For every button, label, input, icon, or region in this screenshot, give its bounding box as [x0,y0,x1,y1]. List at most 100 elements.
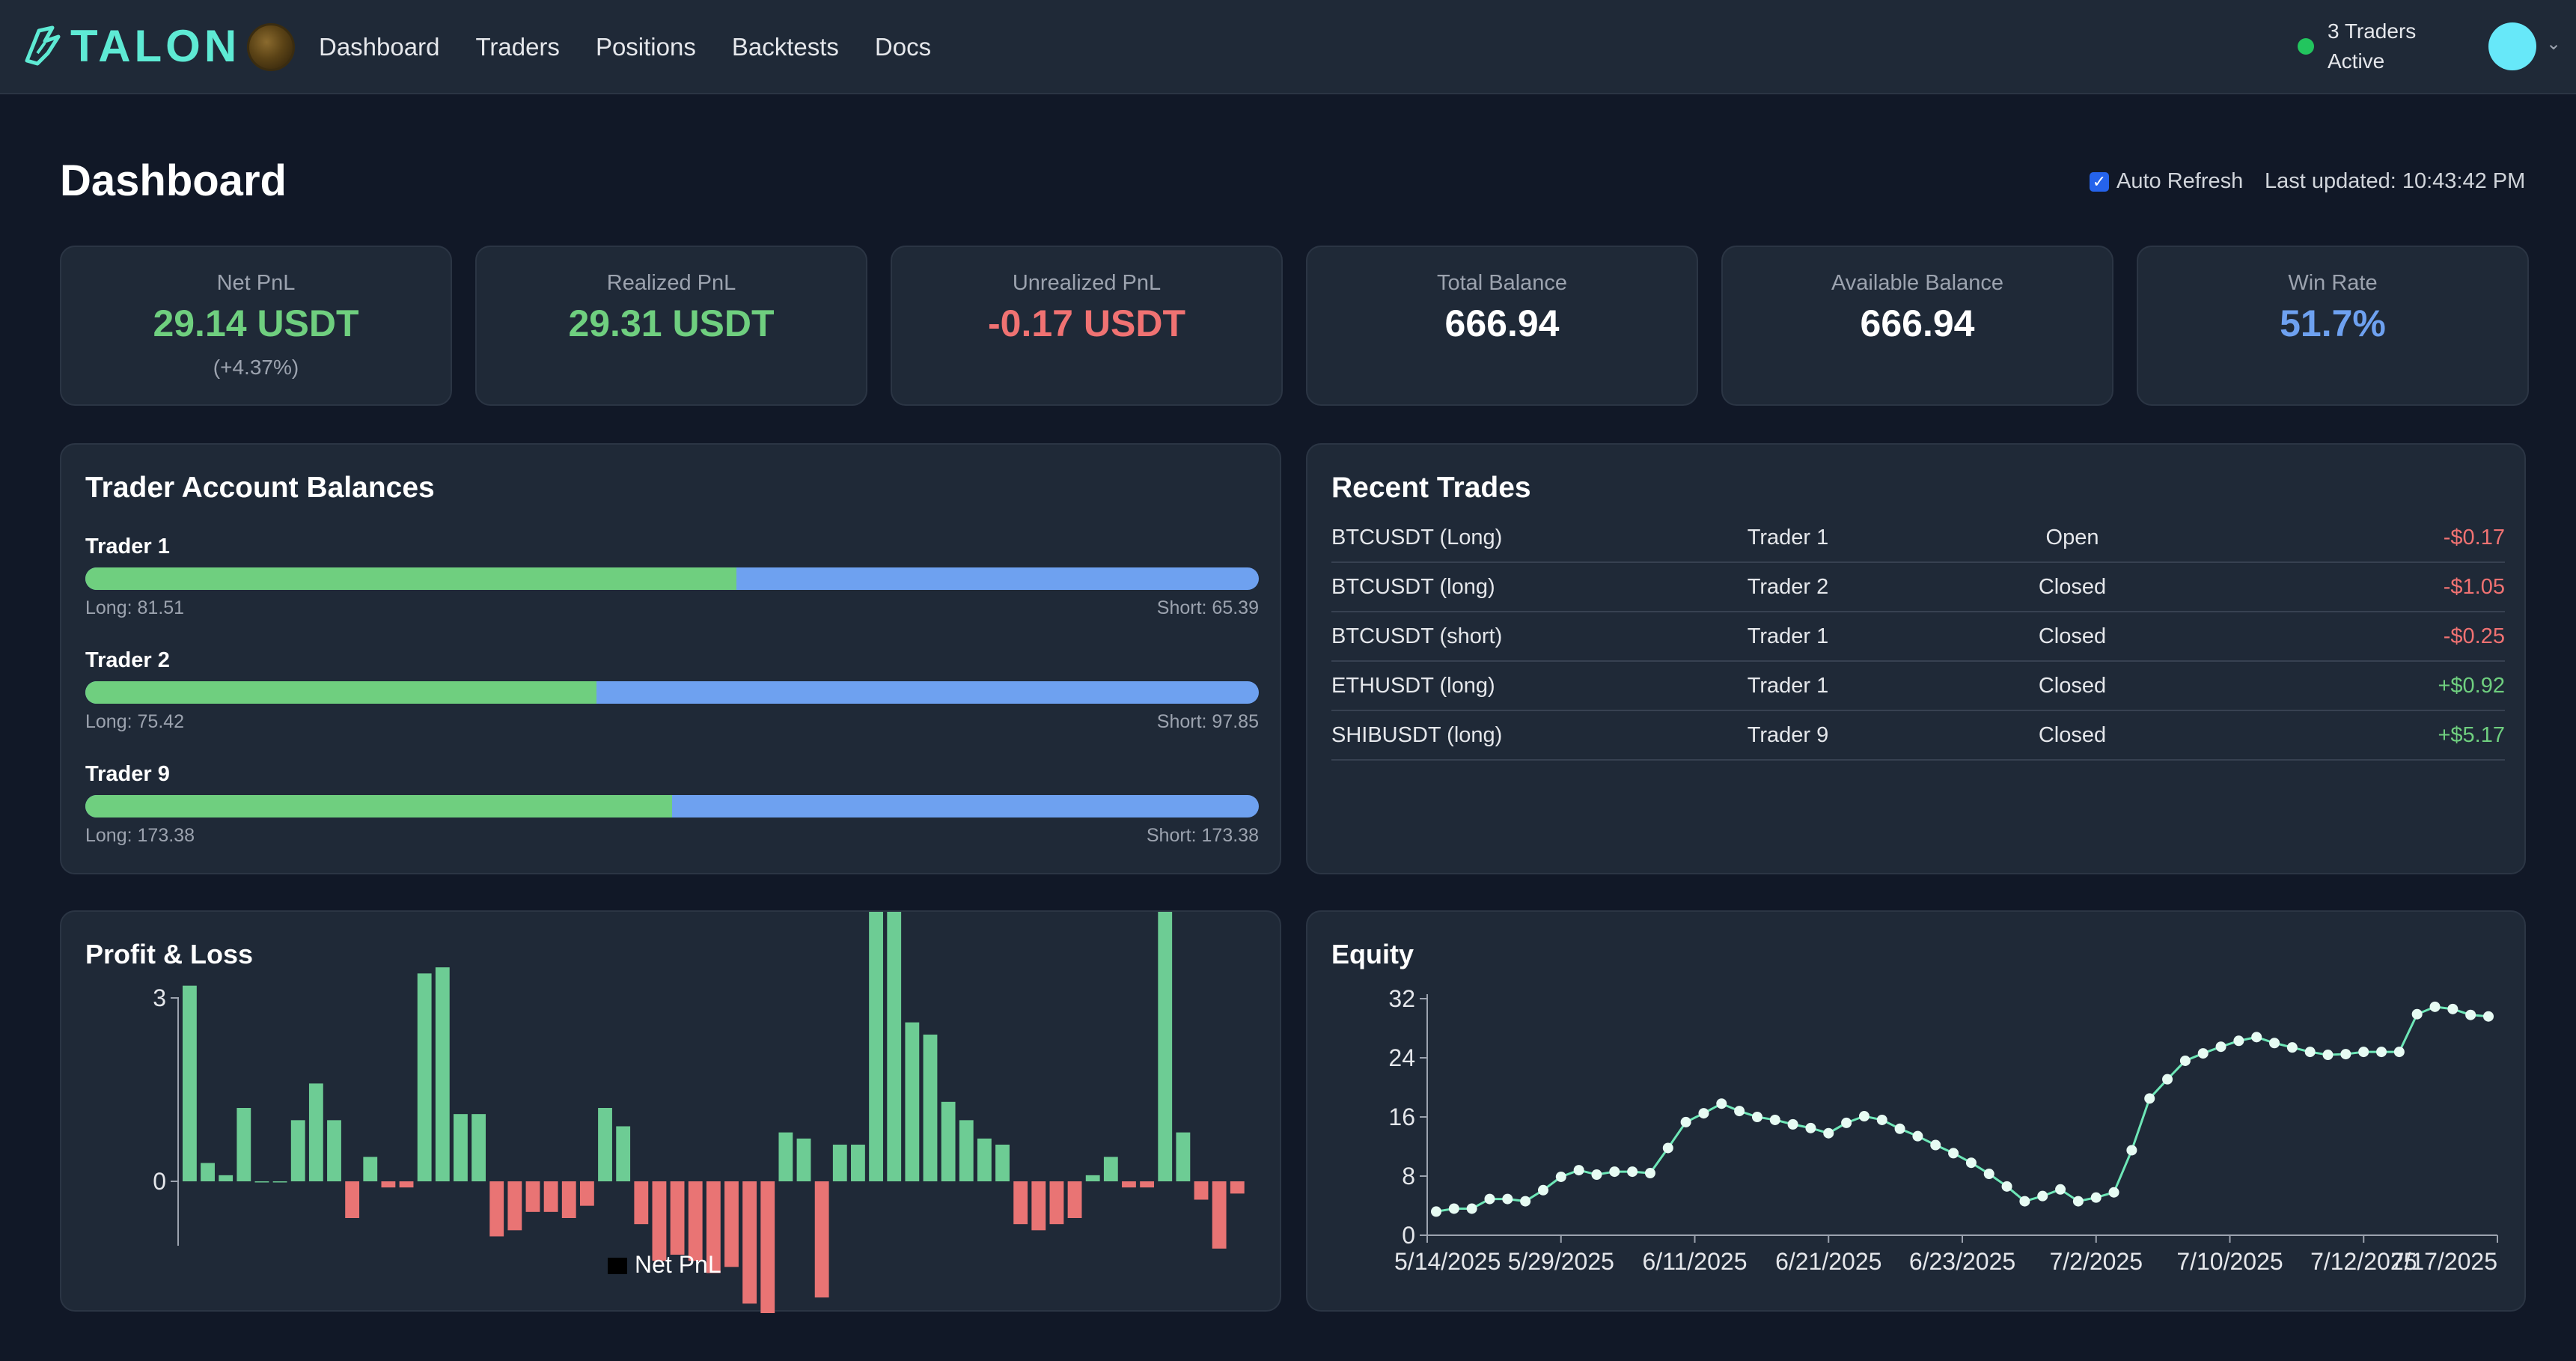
main-nav: Dashboard Traders Positions Backtests Do… [319,28,931,66]
table-row[interactable]: BTCUSDT (short) Trader 1 Closed -$0.25 [1331,612,2505,662]
stat-value: 666.94 [1444,302,1560,344]
trader-balances-panel: Trader Account Balances Trader 1 Long: 8… [60,443,1281,874]
equity-point [1573,1165,1584,1176]
pnl-bar [1176,1132,1191,1181]
stat-label: Net PnL [216,271,296,295]
balance-bar [85,795,1259,817]
equity-point [2447,1003,2459,1014]
coin-badge-icon [247,23,295,71]
pnl-bar [363,1157,378,1181]
equity-point [1823,1127,1834,1139]
short-label: Short: 97.85 [1156,711,1259,732]
pnl-bar [869,912,883,1181]
trader-name: Trader 2 [85,648,170,672]
trade-status: Closed [2038,722,2107,747]
pnl-bar [1122,1181,1136,1188]
balance-bar-long [85,567,737,590]
trade-status: Open [2045,525,2099,549]
trade-symbol: ETHUSDT (long) [1331,673,1495,698]
equity-point [1520,1196,1531,1207]
equity-point [2376,1047,2387,1058]
equity-point [2269,1038,2280,1049]
nav-link-backtests[interactable]: Backtests [731,33,839,61]
equity-point [2001,1181,2012,1192]
equity-chart[interactable]: 32 24 16 8 05/14/2025 5/29/2025 6/11/2025 6/21/… [1307,912,2527,1313]
stat-card-realized-pnl: Realized PnL 29.31 USDT [475,246,867,406]
brand-logo[interactable]: TALON [22,21,240,71]
chevron-down-icon[interactable]: ⌄ [2546,34,2562,54]
equity-point [2483,1011,2494,1022]
equity-point [1591,1169,1602,1181]
equity-point [1912,1130,1923,1142]
trader-balance-row: Trader 1 Long: 81.51 Short: 65.39 [85,535,1259,619]
pnl-bar [525,1181,540,1212]
equity-point [2197,1048,2209,1059]
equity-point [2393,1047,2405,1058]
trade-status: Closed [2038,574,2107,599]
equity-point [2233,1035,2244,1047]
nav-link-positions[interactable]: Positions [595,33,696,61]
trade-trader: Trader 9 [1747,722,1829,747]
nav-link-traders[interactable]: Traders [475,33,560,61]
avatar[interactable] [2488,22,2536,70]
equity-point [1609,1166,1620,1178]
stat-value: 29.14 USDT [153,302,359,344]
equity-point [1965,1157,1977,1169]
equity-point [2162,1074,2173,1085]
pnl-bar [1158,912,1173,1181]
pnl-bar [724,1181,739,1267]
pnl-bar [814,1181,829,1298]
equity-point [1431,1206,1441,1217]
table-row[interactable]: BTCUSDT (long) Trader 2 Closed -$1.05 [1331,563,2505,612]
pnl-bar [760,1181,775,1313]
chart-legend[interactable]: Net PnL [608,1251,721,1278]
auto-refresh-checkbox[interactable]: ✓ [2090,171,2109,192]
profit-loss-chart[interactable]: 9630-3 Net PnL [61,912,1283,1313]
equity-point [2090,1192,2102,1203]
stat-card-win-rate: Win Rate 51.7% [2137,246,2529,406]
pnl-bar [1067,1181,1082,1219]
stat-label: Unrealized PnL [1012,271,1162,295]
equity-point [2126,1145,2137,1156]
x-tick-label: 7/2/2025 [2049,1248,2143,1275]
auto-refresh-toggle[interactable]: ✓ Auto Refresh [2090,169,2243,194]
trade-trader: Trader 1 [1747,624,1829,648]
nav-link-dashboard[interactable]: Dashboard [319,33,440,61]
pnl-bar [598,1107,612,1181]
equity-point [1644,1168,1655,1179]
pnl-bar [454,1114,468,1181]
x-tick-label: 7/10/2025 [2176,1248,2283,1275]
equity-point [1698,1108,1709,1119]
pnl-bar [254,1181,269,1183]
equity-point [2358,1047,2369,1058]
stat-label: Total Balance [1436,271,1568,295]
equity-point [1805,1122,1816,1133]
short-label: Short: 65.39 [1156,597,1259,618]
pnl-bar [1103,1157,1118,1181]
legend-label: Net PnL [635,1251,721,1278]
pnl-bar [851,1144,865,1181]
trade-symbol: SHIBUSDT (long) [1331,722,1503,747]
pnl-bar [923,1034,938,1181]
pnl-bar [579,1181,594,1206]
trader-balance-row: Trader 9 Long: 173.38 Short: 173.38 [85,762,1259,847]
nav-link-docs[interactable]: Docs [874,33,932,61]
status-dot-icon [2298,38,2314,55]
pnl-bar [1212,1181,1227,1249]
table-row[interactable]: BTCUSDT (Long) Trader 1 Open -$0.17 [1331,514,2505,563]
panel-title: Equity [1331,939,1414,969]
table-row[interactable]: ETHUSDT (long) Trader 1 Closed +$0.92 [1331,662,2505,711]
talon-logo-icon [25,25,61,66]
pnl-bar [670,1181,685,1255]
equity-point [1537,1184,1548,1196]
stat-label: Available Balance [1831,271,2004,295]
recent-trades-table: BTCUSDT (Long) Trader 1 Open -$0.17 BTCU… [1331,514,2505,761]
pnl-bar [941,1101,956,1181]
stat-value: 29.31 USDT [568,302,775,344]
pnl-bar [1085,1175,1100,1181]
last-updated: Last updated: 10:43:42 PM [2265,169,2526,193]
pnl-bar [471,1114,486,1181]
trade-trader: Trader 2 [1747,574,1829,599]
pnl-bar [1049,1181,1064,1225]
table-row[interactable]: SHIBUSDT (long) Trader 9 Closed +$5.17 [1331,711,2505,761]
